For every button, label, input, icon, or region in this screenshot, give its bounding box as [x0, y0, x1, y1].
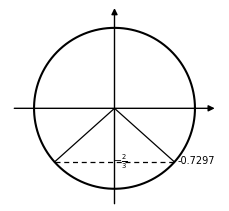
- Text: -0.7297: -0.7297: [178, 156, 215, 166]
- Text: $-\frac{2}{3}$: $-\frac{2}{3}$: [113, 153, 127, 171]
